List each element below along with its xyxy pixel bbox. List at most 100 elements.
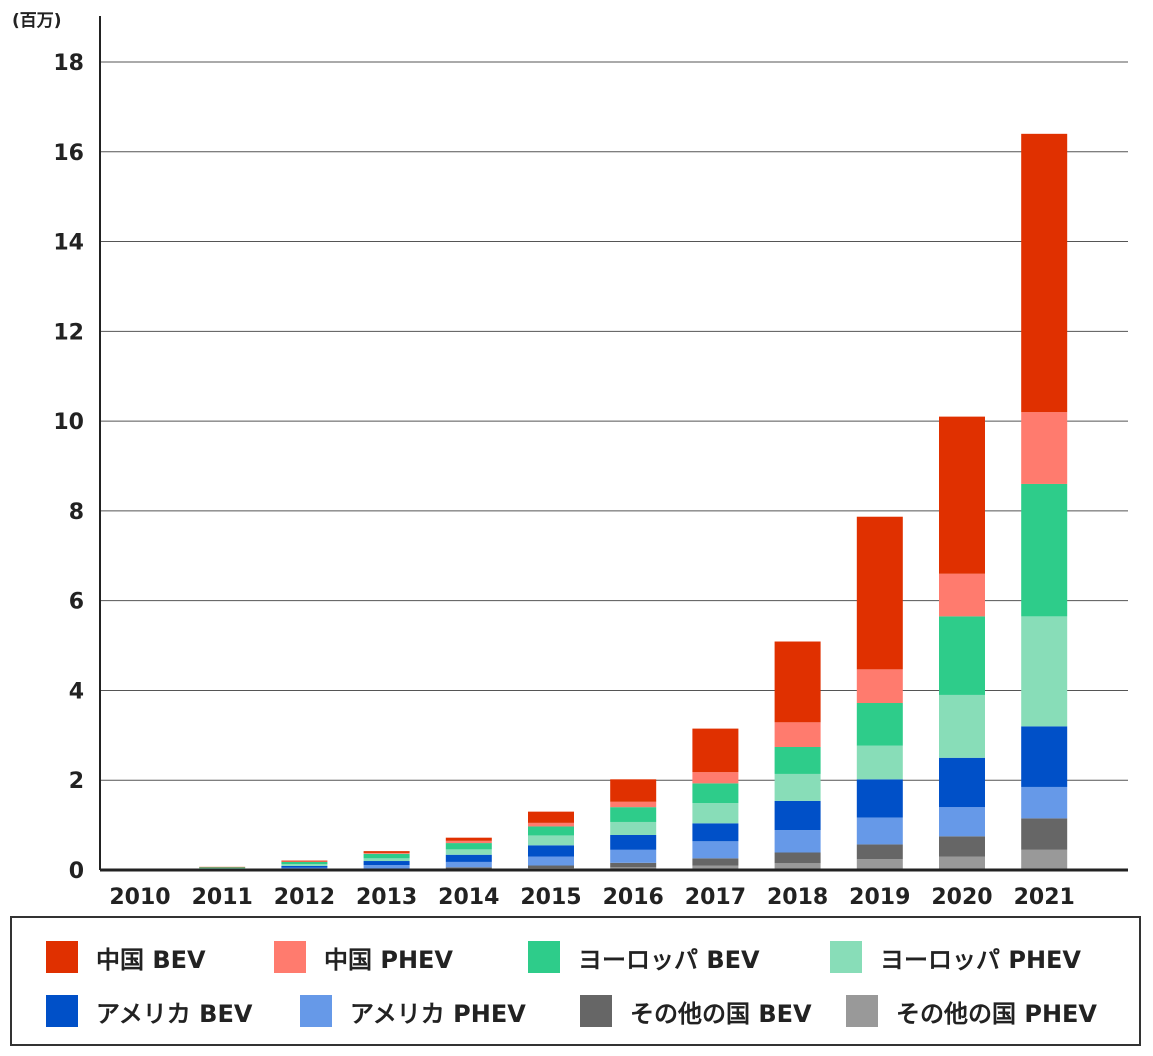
bar-segment	[939, 758, 985, 807]
bar-segment	[775, 642, 821, 723]
y-tick-label: 6	[69, 590, 84, 615]
x-tick-label: 2013	[356, 885, 417, 910]
bar-segment	[1021, 818, 1067, 849]
legend-swatch	[830, 941, 862, 973]
bar-segment	[364, 861, 410, 865]
legend-swatch	[528, 941, 560, 973]
y-tick-labels: 0 2 4 6 8 10 12 14 16 18	[53, 51, 84, 884]
bar-segment	[281, 862, 327, 864]
y-tick-label: 0	[69, 859, 84, 884]
bar-segment	[446, 843, 492, 849]
y-tick-label: 10	[53, 410, 84, 435]
bar-segment	[692, 772, 738, 783]
bar-segment	[364, 854, 410, 858]
bar-segment	[610, 863, 656, 867]
bar-segment	[281, 861, 327, 862]
legend-swatch	[300, 995, 332, 1027]
legend-label: 中国 BEV	[96, 940, 206, 975]
x-tick-labels: 2010 2011 2012 2013 2014 2015 2016 2017 2018 2019…	[109, 885, 1074, 910]
legend-label: その他の国 PHEV	[896, 994, 1097, 1029]
legend-item-china-bev: 中国 BEV	[46, 940, 206, 974]
x-tick-label: 2018	[767, 885, 828, 910]
bar-segment	[939, 807, 985, 836]
bar-segment	[775, 747, 821, 774]
bar-segment	[692, 803, 738, 823]
legend-swatch	[46, 995, 78, 1027]
bar-segment	[857, 703, 903, 746]
x-tick-label: 2019	[849, 885, 910, 910]
bar-segment	[939, 695, 985, 758]
x-tick-label: 2014	[438, 885, 499, 910]
legend-label: ヨーロッパ PHEV	[880, 940, 1081, 975]
x-tick-label: 2010	[109, 885, 170, 910]
bar-segment	[775, 852, 821, 863]
bar-segment	[1021, 850, 1067, 870]
bar-segment	[610, 807, 656, 822]
bar-segment	[199, 867, 245, 868]
legend-item-other-phev: その他の国 PHEV	[846, 994, 1097, 1028]
bar-segment	[610, 850, 656, 863]
bars	[199, 134, 1067, 870]
bar-segment	[939, 417, 985, 574]
x-tick-label: 2011	[192, 885, 253, 910]
bar-segment	[528, 826, 574, 835]
bar-segment	[610, 802, 656, 807]
legend-swatch	[274, 941, 306, 973]
bar-segment	[692, 858, 738, 865]
bar-segment	[528, 812, 574, 823]
legend-label: その他の国 BEV	[630, 994, 812, 1029]
bar-segment	[364, 853, 410, 854]
bar-segment	[775, 801, 821, 830]
bar-segment	[1021, 616, 1067, 726]
bar-segment	[281, 864, 327, 866]
bar-segment	[939, 616, 985, 695]
legend-item-usa-phev: アメリカ PHEV	[300, 994, 526, 1028]
bar-segment	[857, 817, 903, 844]
x-tick-label: 2015	[520, 885, 581, 910]
bar-segment	[446, 841, 492, 843]
bar-segment	[528, 823, 574, 827]
y-tick-label: 4	[69, 679, 84, 704]
y-tick-label: 8	[69, 500, 84, 525]
bar-segment	[775, 774, 821, 801]
x-tick-label: 2020	[931, 885, 992, 910]
legend-item-europe-bev: ヨーロッパ BEV	[528, 940, 760, 974]
bar-segment	[1021, 484, 1067, 616]
bar-segment	[692, 841, 738, 858]
bar-segment	[775, 830, 821, 852]
bar-segment	[364, 851, 410, 853]
y-tick-label: 12	[53, 320, 84, 345]
y-tick-label: 2	[69, 769, 84, 794]
y-tick-label: 18	[53, 51, 84, 76]
x-tick-label: 2016	[603, 885, 664, 910]
bar-segment	[610, 779, 656, 801]
legend-label: アメリカ PHEV	[350, 994, 526, 1029]
legend-label: ヨーロッパ BEV	[578, 940, 760, 975]
bar-segment	[857, 779, 903, 817]
legend-swatch	[46, 941, 78, 973]
bar-segment	[1021, 134, 1067, 412]
bar-segment	[446, 855, 492, 862]
bar-segment	[446, 838, 492, 841]
bar-segment	[528, 835, 574, 845]
bar-segment	[281, 866, 327, 868]
bar-segment	[939, 836, 985, 856]
y-tick-label: 16	[53, 141, 84, 166]
bar-segment	[610, 822, 656, 835]
bar-segment	[446, 862, 492, 867]
x-tick-label: 2021	[1014, 885, 1075, 910]
bar-segment	[528, 857, 574, 866]
bar-segment	[692, 783, 738, 803]
bar-segment	[857, 844, 903, 859]
legend-item-china-phev: 中国 PHEV	[274, 940, 453, 974]
bar-segment	[857, 517, 903, 670]
x-tick-label: 2012	[274, 885, 335, 910]
bar-segment	[610, 835, 656, 850]
unit-label: (百万)	[12, 11, 62, 31]
legend: 中国 BEV 中国 PHEV ヨーロッパ BEV ヨーロッパ PHEV アメリカ…	[10, 916, 1141, 1046]
bar-segment	[446, 849, 492, 854]
bar-segment	[364, 865, 410, 869]
legend-label: アメリカ BEV	[96, 994, 252, 1029]
legend-swatch	[580, 995, 612, 1027]
y-tick-label: 14	[53, 231, 84, 256]
